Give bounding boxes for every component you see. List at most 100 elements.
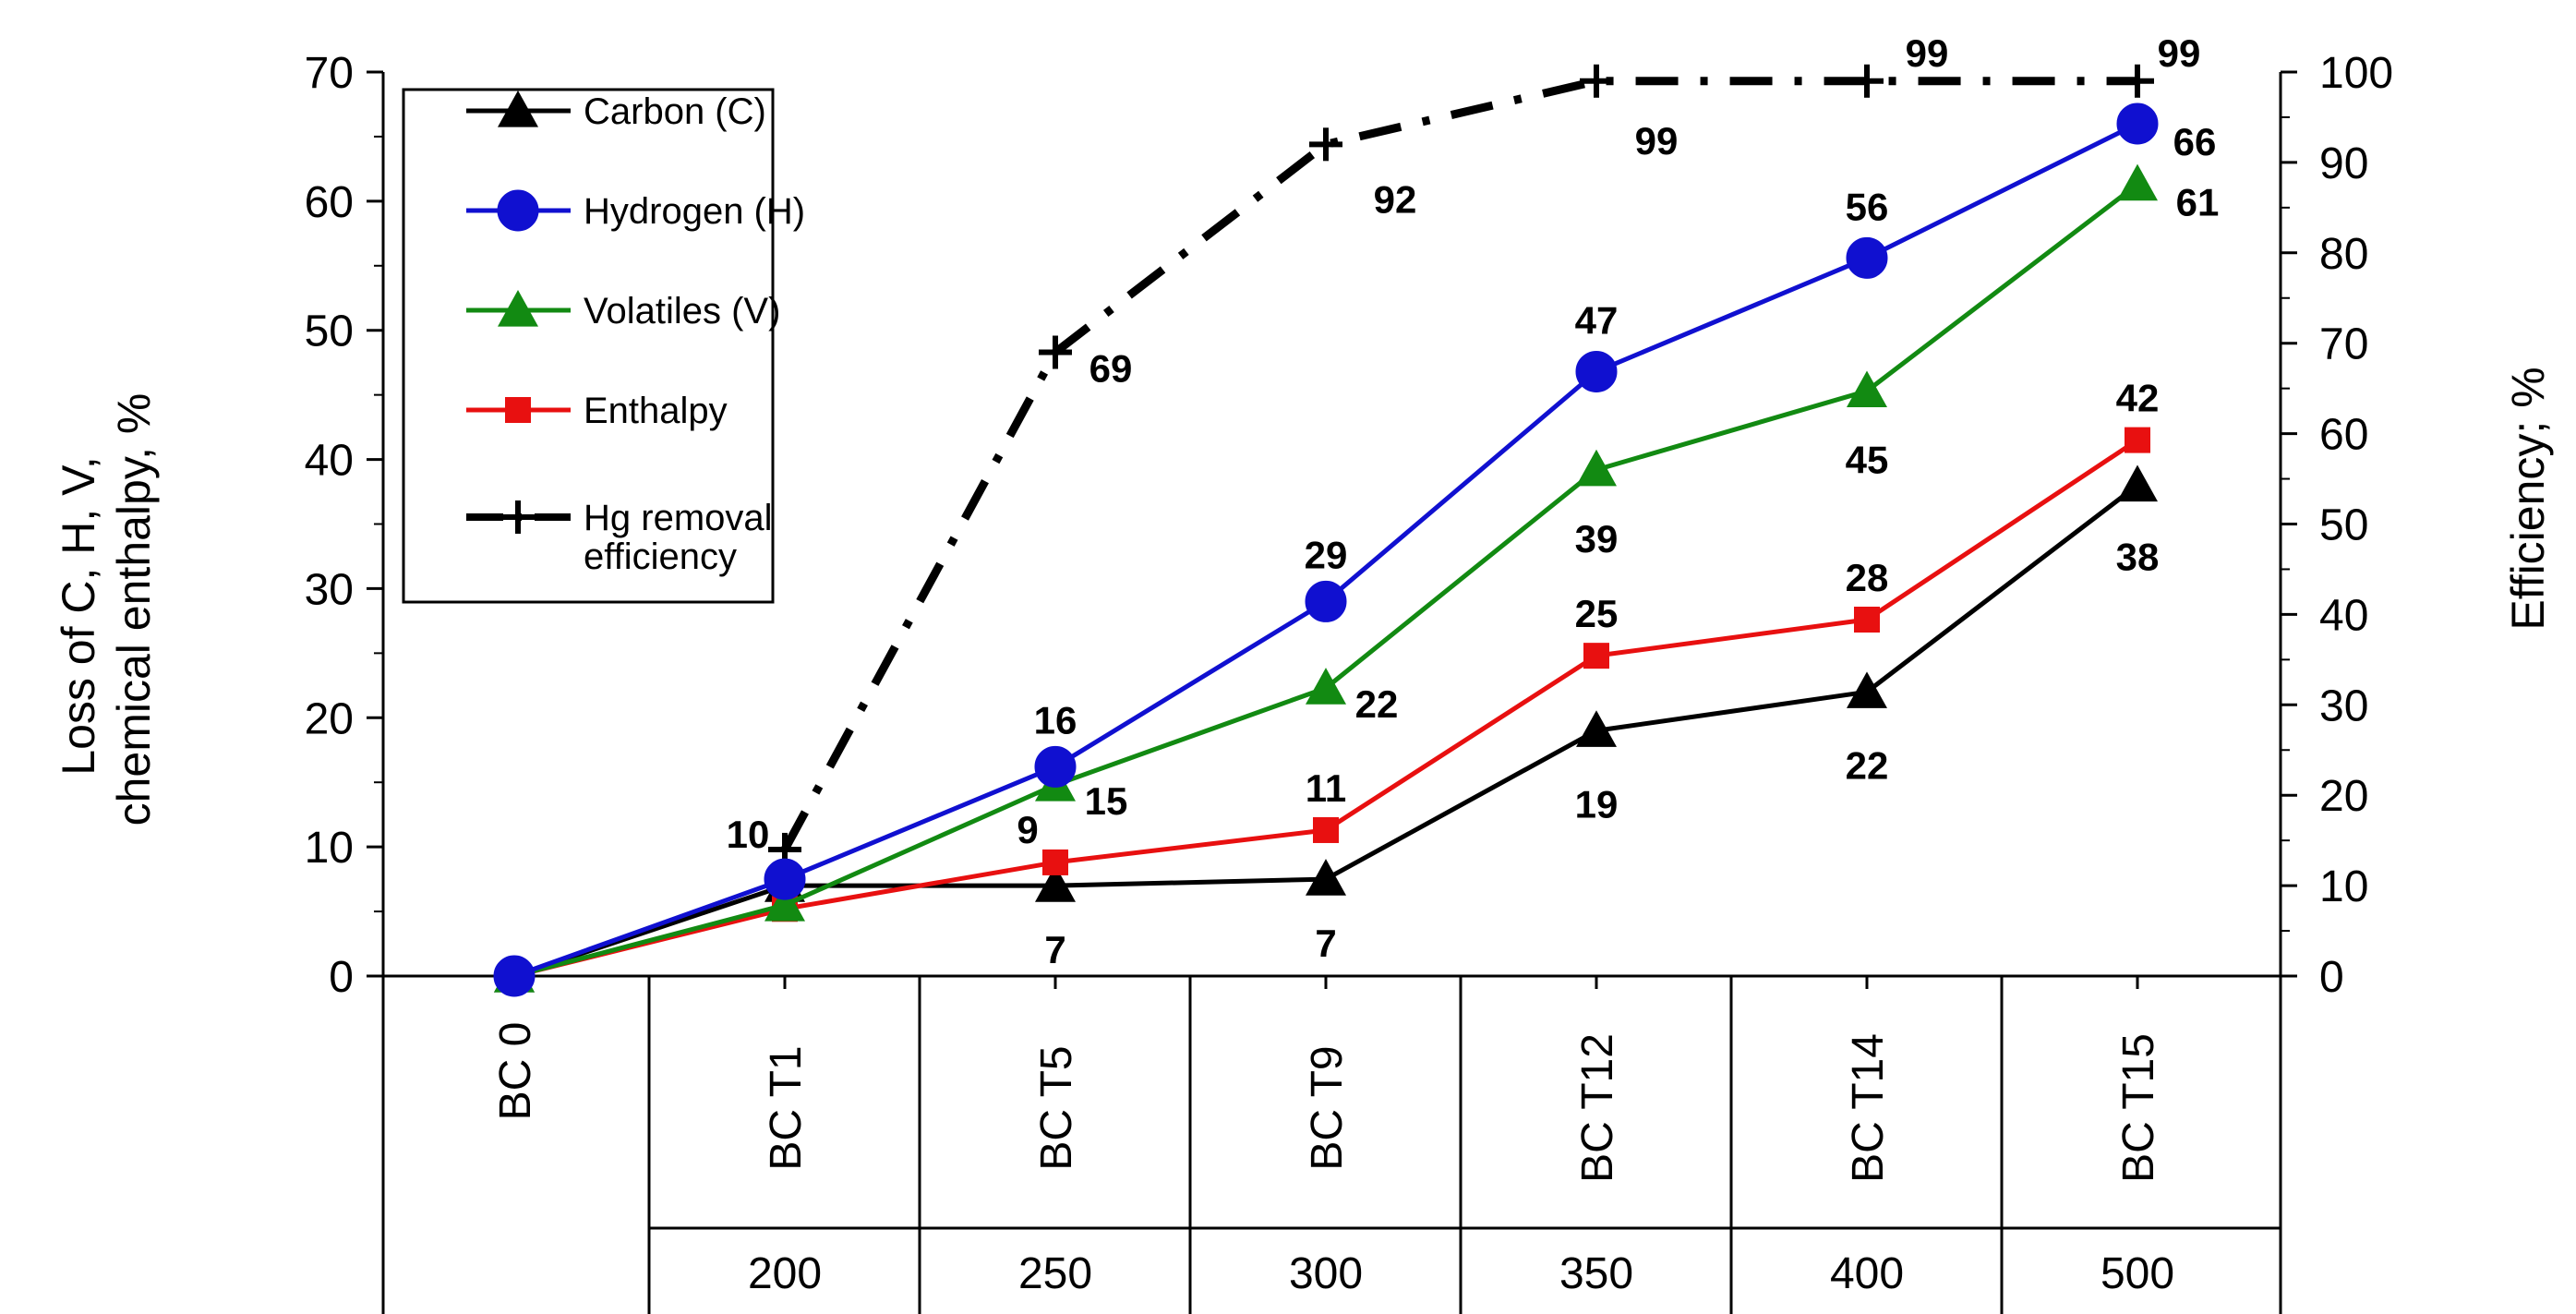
point-volatiles-v: [2117, 163, 2158, 201]
point-enthalpy: [1583, 643, 1609, 669]
left-tick-label: 50: [305, 307, 354, 356]
point-hg-removal-efficiency: [1039, 335, 1072, 369]
point-hydrogen-h: [493, 955, 536, 997]
right-tick-label: 80: [2319, 230, 2368, 279]
point-carbon-c: [1576, 710, 1617, 747]
data-label-carbon-c: 38: [2116, 536, 2160, 579]
series-layer: [493, 64, 2159, 997]
data-label-enthalpy: 11: [1306, 766, 1346, 810]
data-label-volatiles-v: 39: [1575, 517, 1619, 561]
category-label: BC T15: [2114, 1033, 2163, 1183]
legend-entry-volatiles-v: Volatiles (V): [466, 290, 780, 332]
point-carbon-c: [2117, 464, 2158, 502]
point-hydrogen-h: [764, 858, 806, 900]
point-volatiles-v: [1847, 370, 1887, 408]
left-tick-label: 10: [305, 824, 354, 873]
data-label-volatiles-v: 22: [1355, 682, 1399, 726]
right-tick-label: 10: [2319, 862, 2368, 911]
right-tick-label: 70: [2319, 320, 2368, 369]
legend: Carbon (C) Hydrogen (H) Volatiles (V) Entha…: [402, 88, 805, 604]
temperature-label: 250: [1018, 1249, 1092, 1298]
category-label: BC T14: [1844, 1033, 1893, 1183]
right-tick-label: 20: [2319, 772, 2368, 821]
left-tick-label: 40: [305, 437, 354, 486]
data-label-carbon-c: 19: [1575, 782, 1619, 826]
legend-label-line1: Hg removal: [584, 498, 773, 538]
legend-marker: [498, 290, 538, 327]
data-label-enthalpy: 9: [1017, 808, 1038, 851]
plot-frame: 0 10 20 30 40 50 60 70 0 10 20 30 40 50 60 70 80 90 100 BC …: [305, 49, 2393, 1314]
legend-label: Hydrogen (H): [584, 191, 805, 232]
series-line-hg-removal-efficiency: [781, 77, 2137, 852]
legend-box: [402, 88, 775, 604]
left-axis-title-line1: Loss of C, H, V,: [53, 456, 104, 776]
point-hydrogen-h: [1034, 745, 1077, 788]
data-label-volatiles-v: 61: [2176, 181, 2220, 224]
left-tick-label: 70: [305, 49, 354, 98]
point-volatiles-v: [764, 885, 805, 922]
data-label-hg-removal-efficiency: 92: [1374, 177, 1417, 221]
data-label-hydrogen-h: 16: [1034, 698, 1077, 741]
point-hg-removal-efficiency: [1580, 64, 1613, 98]
right-axis-title: Efficiency; %: [2502, 367, 2554, 630]
data-label-hg-removal-efficiency: 99: [1906, 31, 1949, 75]
left-axis-title-line2: chemical enthalpy, %: [108, 393, 160, 826]
data-labels: 69 92 99 99 99 7 7 19 22 38 9 11 25 28 42 15 22 39 45 61 10 1…: [727, 31, 2220, 971]
category-label: BC T9: [1303, 1045, 1352, 1170]
right-tick-label: 100: [2319, 49, 2393, 98]
point-carbon-c: [1035, 865, 1076, 902]
data-label-hydrogen-h: 56: [1846, 185, 1889, 228]
left-axis-title: Loss of C, H, V, chemical enthalpy, %: [53, 393, 160, 826]
legend-marker: [505, 397, 531, 423]
right-tick-label: 90: [2319, 139, 2368, 188]
data-label-hg-removal-efficiency: 69: [1089, 346, 1133, 390]
category-label: BC T12: [1573, 1033, 1622, 1183]
data-label-hydrogen-h: 10: [727, 813, 770, 856]
category-label: BC T5: [1032, 1045, 1081, 1170]
data-label-hg-removal-efficiency: 99: [2158, 31, 2201, 75]
point-hg-removal-efficiency: [1309, 127, 1342, 162]
data-label-volatiles-v: 15: [1085, 779, 1128, 823]
legend-entry-carbon-c: Carbon (C): [466, 90, 766, 132]
right-tick-label: 60: [2319, 411, 2368, 460]
temperature-label: 300: [1289, 1249, 1363, 1298]
data-label-volatiles-v: 45: [1846, 438, 1889, 481]
temperature-label: 400: [1830, 1249, 1904, 1298]
category-label: BC T1: [762, 1045, 811, 1170]
right-tick-label: 30: [2319, 681, 2368, 730]
point-hydrogen-h: [1305, 580, 1347, 622]
point-hydrogen-h: [1846, 236, 1888, 279]
right-tick-label: 0: [2319, 953, 2344, 1002]
point-hydrogen-h: [1575, 350, 1618, 392]
data-label-enthalpy: 25: [1575, 592, 1619, 635]
data-label-hydrogen-h: 29: [1305, 533, 1348, 576]
point-enthalpy: [1313, 816, 1339, 843]
data-label-carbon-c: 7: [1044, 928, 1065, 971]
right-tick-label: 40: [2319, 591, 2368, 640]
category-label: BC 0: [491, 1022, 540, 1121]
left-tick-label: 20: [305, 694, 354, 743]
legend-marker: [501, 500, 535, 534]
point-carbon-c: [1847, 671, 1887, 708]
data-label-carbon-c: 7: [1315, 922, 1336, 965]
point-carbon-c: [1306, 859, 1346, 896]
left-tick-label: 60: [305, 178, 354, 227]
point-enthalpy: [2125, 427, 2150, 453]
legend-marker: [497, 189, 539, 232]
data-label-hydrogen-h: 66: [2173, 120, 2217, 163]
legend-label-line2: efficiency: [584, 536, 737, 577]
legend-entry-enthalpy: Enthalpy: [466, 391, 728, 431]
left-tick-label: 30: [305, 565, 354, 614]
legend-entry-hydrogen-h: Hydrogen (H): [466, 189, 805, 232]
legend-label: Volatiles (V): [584, 291, 780, 332]
legend-label: Carbon (C): [584, 91, 766, 132]
data-label-enthalpy: 28: [1846, 556, 1889, 599]
point-hydrogen-h: [2116, 102, 2159, 145]
legend-label: Enthalpy: [584, 391, 728, 431]
data-label-carbon-c: 22: [1846, 743, 1889, 787]
point-volatiles-v: [1576, 449, 1617, 487]
data-label-enthalpy: 42: [2116, 377, 2160, 420]
point-enthalpy: [1854, 606, 1880, 633]
